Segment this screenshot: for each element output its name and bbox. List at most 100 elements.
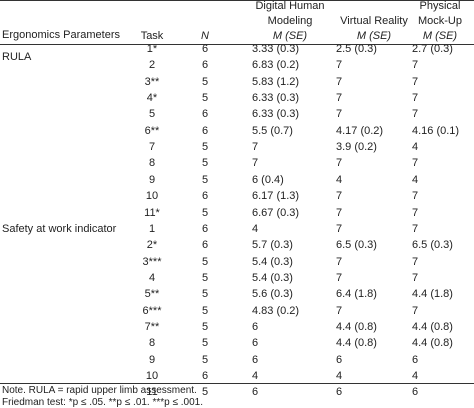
score-cell: 2.7 (0.3): [412, 43, 453, 55]
n-cell: 6: [201, 124, 209, 137]
bottom-rule: [0, 383, 474, 384]
score-cell: 6.67 (0.3): [252, 206, 300, 219]
score-cell: 5.4 (0.3): [252, 255, 293, 268]
score-cell: 6.4 (1.8): [336, 288, 377, 301]
n-cell: 6: [201, 190, 209, 203]
n-cell: 5: [201, 304, 209, 317]
score-cell: 2.5 (0.3): [336, 43, 377, 55]
task-cell: 6***: [142, 304, 162, 317]
score-cell: 4: [412, 173, 419, 186]
score-cell: 7: [336, 190, 343, 203]
score-cell: 6: [412, 386, 419, 399]
score-cell: 4: [252, 222, 259, 235]
score-cell: 7: [336, 75, 343, 88]
n-cell: 5: [201, 353, 209, 366]
group-label: RULA: [2, 51, 32, 63]
n-cell: 5: [201, 288, 209, 301]
column-subheader: M (SE): [272, 30, 308, 42]
n-cell: 6: [201, 239, 209, 252]
task-cell: 8: [148, 157, 156, 170]
task-cell: 6**: [144, 124, 160, 137]
n-cell: 5: [201, 92, 209, 105]
score-cell: 6.5 (0.3): [412, 239, 453, 252]
score-cell: 5.4 (0.3): [252, 271, 293, 284]
column-header: Digital Human Modeling: [255, 0, 325, 27]
task-cell: 3**: [144, 75, 160, 88]
column-header: Physical Mock-Up: [417, 0, 462, 27]
score-cell: 4.4 (1.8): [412, 288, 453, 301]
n-cell: 5: [201, 320, 209, 333]
n-cell: 5: [201, 157, 209, 170]
column-header: Task: [140, 30, 164, 42]
task-cell: 1*: [146, 43, 158, 55]
table-note: Friedman test: *p ≤ .05. **p ≤ .01. ***p…: [2, 397, 204, 408]
score-cell: 3.9 (0.2): [336, 141, 377, 154]
task-cell: 11*: [144, 206, 160, 219]
score-cell: 7: [412, 271, 419, 284]
score-cell: 4: [412, 370, 419, 382]
score-cell: 4.4 (0.8): [412, 320, 453, 333]
score-cell: 3.33 (0.3): [252, 43, 300, 55]
column-subheader: M (SE): [356, 30, 392, 42]
score-cell: 7: [336, 304, 343, 317]
score-cell: 5.7 (0.3): [252, 239, 293, 252]
score-cell: 6: [412, 353, 419, 366]
n-cell: 5: [201, 271, 209, 284]
score-cell: 6.33 (0.3): [252, 108, 300, 121]
score-cell: 6.5 (0.3): [336, 239, 377, 252]
n-cell: 5: [201, 173, 209, 186]
task-cell: 4*: [146, 92, 158, 105]
score-cell: 7: [336, 59, 343, 72]
n-cell: 5: [201, 337, 209, 350]
task-cell: 10: [145, 370, 159, 382]
task-cell: 3***: [142, 255, 162, 268]
score-cell: 6: [336, 353, 343, 366]
score-cell: 5.6 (0.3): [252, 288, 293, 301]
score-cell: 5.5 (0.7): [252, 124, 293, 137]
column-subheader: M (SE): [422, 30, 458, 42]
score-cell: 7: [412, 206, 419, 219]
score-cell: 4: [336, 370, 343, 382]
task-cell: 9: [148, 173, 156, 186]
task-cell: 8: [148, 337, 156, 350]
score-cell: 6 (0.4): [252, 173, 284, 186]
n-cell: 5: [201, 206, 209, 219]
task-cell: 9: [148, 353, 156, 366]
score-cell: 4.4 (0.8): [336, 320, 377, 333]
score-cell: 7: [412, 75, 419, 88]
header-rule: [0, 44, 474, 45]
table-note: Note. RULA = rapid upper limb assessment…: [2, 385, 197, 396]
column-header: Virtual Reality: [340, 15, 408, 27]
score-cell: 7: [336, 206, 343, 219]
score-cell: 6: [252, 353, 259, 366]
top-rule: [0, 0, 474, 1]
score-cell: 6.83 (0.2): [252, 59, 300, 72]
score-cell: 7: [336, 157, 343, 170]
score-cell: 4: [412, 141, 419, 154]
score-cell: 6.17 (1.3): [252, 190, 300, 203]
n-cell: 6: [201, 43, 209, 55]
score-cell: 6.33 (0.3): [252, 92, 300, 105]
score-cell: 4: [336, 173, 343, 186]
score-cell: 7: [336, 271, 343, 284]
score-cell: 6: [252, 337, 259, 350]
score-cell: 7: [336, 222, 343, 235]
n-cell: 5: [201, 255, 209, 268]
score-cell: 7: [412, 304, 419, 317]
column-header: Ergonomics Parameters: [2, 29, 120, 41]
n-cell: 6: [201, 222, 209, 235]
task-cell: 2*: [146, 239, 158, 252]
n-cell: 5: [201, 75, 209, 88]
score-cell: 7: [412, 190, 419, 203]
task-cell: 7**: [144, 320, 160, 333]
n-cell: 6: [201, 59, 209, 72]
task-cell: 4: [148, 271, 156, 284]
task-cell: 1: [148, 222, 156, 235]
score-cell: 4.83 (0.2): [252, 304, 300, 317]
score-cell: 7: [336, 108, 343, 121]
score-cell: 4.16 (0.1): [412, 124, 460, 137]
score-cell: 4.4 (0.8): [336, 337, 377, 350]
score-cell: 7: [252, 157, 259, 170]
task-cell: 10: [145, 190, 159, 203]
score-cell: 7: [336, 255, 343, 268]
